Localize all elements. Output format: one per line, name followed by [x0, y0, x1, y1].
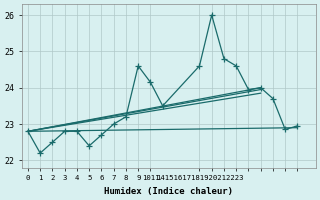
- X-axis label: Humidex (Indice chaleur): Humidex (Indice chaleur): [104, 187, 233, 196]
